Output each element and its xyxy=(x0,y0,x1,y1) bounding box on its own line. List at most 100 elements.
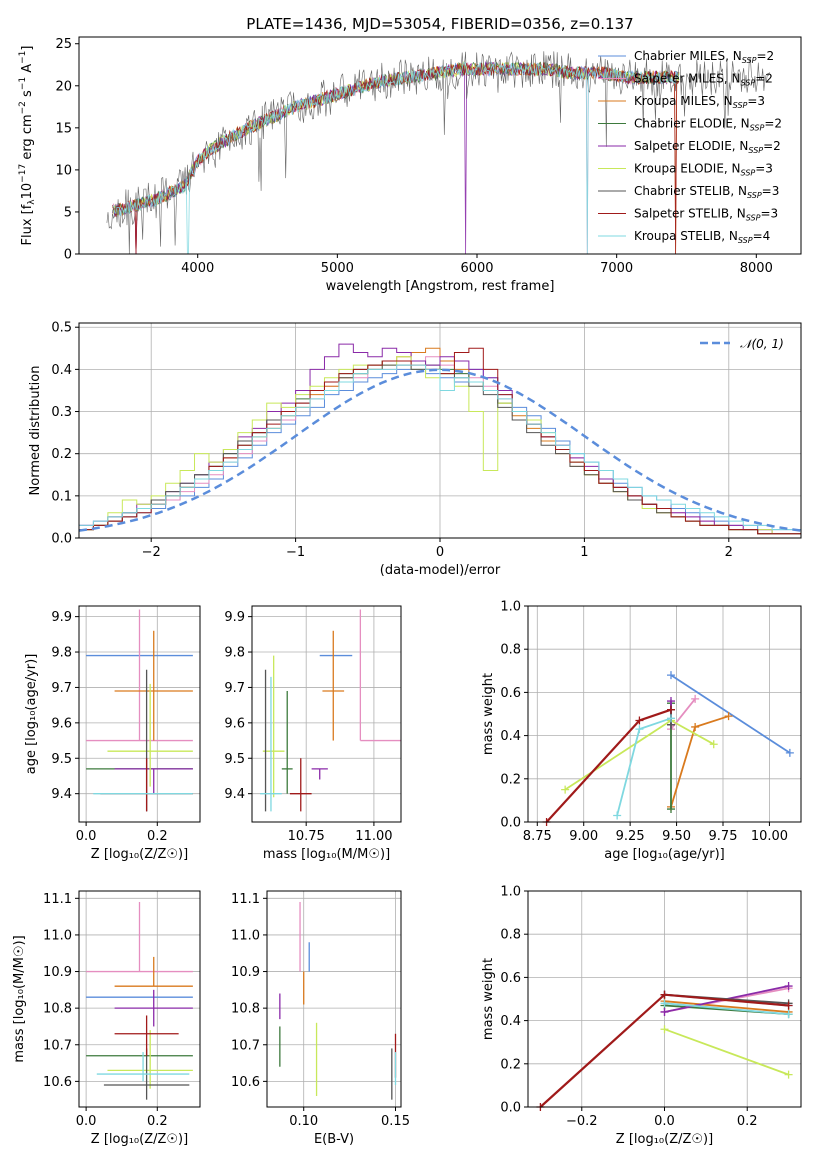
y-tick-label: 0.2 xyxy=(51,447,72,462)
y-tick-label: 1.0 xyxy=(500,885,521,900)
legend-entry: Chabrier MILES, NSSP=2 xyxy=(634,49,774,65)
y-tick-label: 0.3 xyxy=(51,405,72,420)
axes-frame xyxy=(78,890,201,1108)
legend-entry: Kroupa STELIB, NSSP=4 xyxy=(634,229,770,245)
weight-marker xyxy=(784,1070,793,1079)
weight-marker xyxy=(660,990,669,999)
axes-frame xyxy=(78,605,201,823)
weight-marker xyxy=(691,694,700,703)
y-tick-label: 0.2 xyxy=(500,1057,521,1072)
weight-marker xyxy=(667,671,675,680)
legend-entry: Chabrier ELODIE, NSSP=2 xyxy=(634,117,782,133)
y-axis-label: Normed distribution xyxy=(28,366,43,496)
y-tick-label: 0.6 xyxy=(500,971,521,986)
y-tick-label: 9.9 xyxy=(224,610,245,625)
x-tick-label: −1 xyxy=(286,545,305,560)
axes-frame xyxy=(251,605,402,823)
x-tick-label: 5000 xyxy=(321,261,354,276)
weight-line xyxy=(670,715,729,808)
y-tick-label: 10.8 xyxy=(43,1002,72,1017)
y-tick-label: 15 xyxy=(55,121,72,136)
weight-marker xyxy=(635,716,644,725)
y-tick-label: 0.4 xyxy=(51,363,72,378)
weight-marker xyxy=(785,748,794,757)
weight-line xyxy=(670,674,791,754)
weight-marker xyxy=(691,722,700,731)
x-tick-label: −2 xyxy=(142,545,161,560)
x-axis-label: Z [log₁₀(Z/Z☉)] xyxy=(91,1132,188,1147)
y-tick-label: 0.1 xyxy=(51,489,72,504)
y-tick-label: 11.1 xyxy=(231,892,260,907)
y-tick-label: 0.8 xyxy=(500,928,521,943)
y-tick-label: 0 xyxy=(64,248,72,263)
y-tick-label: 11.0 xyxy=(231,928,260,943)
weight-line xyxy=(616,717,672,816)
weight-marker xyxy=(561,785,570,794)
x-tick-label: 8000 xyxy=(740,261,773,276)
x-tick-label: 2 xyxy=(725,545,733,560)
y-axis-label: age [log₁₀(age/yr)] xyxy=(24,654,39,775)
y-tick-label: 0.4 xyxy=(500,729,521,744)
x-axis-label: mass [log₁₀(M/M☉)] xyxy=(263,847,390,862)
y-tick-label: 0.8 xyxy=(500,643,521,658)
x-tick-label: 9.50 xyxy=(662,829,691,844)
x-tick-label: 0.15 xyxy=(381,1114,410,1129)
axes-frame xyxy=(527,890,802,1108)
y-tick-label: 11.1 xyxy=(43,892,72,907)
weight-marker xyxy=(784,1001,793,1010)
weight-marker xyxy=(724,712,733,721)
y-tick-label: 25 xyxy=(55,37,72,52)
y-axis-label: Flux [fλ10−17 erg cm−2 s−1 A−1] xyxy=(18,46,37,246)
y-tick-label: 9.5 xyxy=(51,752,72,767)
weight-marker xyxy=(660,999,669,1008)
x-tick-label: 0.10 xyxy=(289,1114,318,1129)
weight-line xyxy=(664,1002,789,1015)
y-tick-label: 11.0 xyxy=(43,928,72,943)
x-axis-label: Z [log₁₀(Z/Z☉)] xyxy=(616,1132,713,1147)
y-tick-label: 0.6 xyxy=(500,686,521,701)
y-tick-label: 10.9 xyxy=(43,965,72,980)
legend-entry: Salpeter ELODIE, NSSP=2 xyxy=(634,139,781,155)
axes-frame xyxy=(527,605,802,823)
x-tick-label: 9.00 xyxy=(569,829,598,844)
weight-marker xyxy=(784,1010,793,1019)
y-tick-label: 10.6 xyxy=(231,1075,260,1090)
weight-line xyxy=(670,698,696,730)
weight-line xyxy=(664,1028,789,1076)
x-tick-label: 0 xyxy=(436,545,444,560)
x-tick-label: 0.2 xyxy=(147,829,168,844)
y-tick-label: 0.4 xyxy=(500,1014,521,1029)
y-tick-label: 9.6 xyxy=(51,716,72,731)
y-tick-label: 0.5 xyxy=(51,321,72,336)
weight-line xyxy=(664,1000,789,1013)
y-tick-label: 9.5 xyxy=(224,752,245,767)
y-tick-label: 9.9 xyxy=(51,610,72,625)
x-axis-label: E(B-V) xyxy=(314,1132,354,1147)
x-tick-label: 0.0 xyxy=(76,829,97,844)
y-tick-label: 9.4 xyxy=(224,787,245,802)
weight-marker xyxy=(709,740,718,749)
x-axis-label: wavelength [Angstrom, rest frame] xyxy=(326,279,555,294)
y-tick-label: 9.7 xyxy=(51,681,72,696)
x-tick-label: 0.0 xyxy=(76,1114,97,1129)
legend-entry: Chabrier STELIB, NSSP=3 xyxy=(634,184,779,200)
weight-marker xyxy=(613,811,622,820)
y-tick-label: 5 xyxy=(64,205,72,220)
weight-marker xyxy=(784,982,793,991)
x-tick-label: 10.00 xyxy=(751,829,788,844)
x-tick-label: 0.2 xyxy=(737,1114,758,1129)
y-tick-label: 9.8 xyxy=(224,646,245,661)
y-tick-label: 9.7 xyxy=(224,681,245,696)
y-tick-label: 0.0 xyxy=(500,1101,521,1116)
y-tick-label: 1.0 xyxy=(500,600,521,615)
weight-line xyxy=(545,708,672,823)
x-tick-label: 11.00 xyxy=(355,829,392,844)
y-tick-label: 0.0 xyxy=(500,816,521,831)
legend-entry: Kroupa MILES, NSSP=3 xyxy=(634,94,765,110)
axes-frame xyxy=(78,36,802,255)
y-axis-label: mass weight xyxy=(481,958,496,1040)
x-axis-label: age [log₁₀(age/yr)] xyxy=(604,847,725,862)
y-tick-label: 10.8 xyxy=(231,1002,260,1017)
y-tick-label: 0.0 xyxy=(51,532,72,547)
weight-marker xyxy=(660,1025,669,1034)
